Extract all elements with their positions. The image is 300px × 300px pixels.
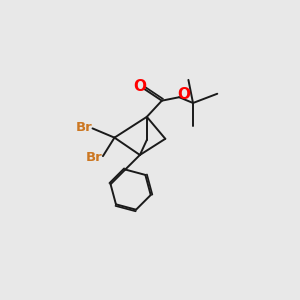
Text: Br: Br: [86, 151, 103, 164]
Text: O: O: [133, 79, 146, 94]
Text: Br: Br: [75, 121, 92, 134]
Text: O: O: [178, 87, 191, 102]
